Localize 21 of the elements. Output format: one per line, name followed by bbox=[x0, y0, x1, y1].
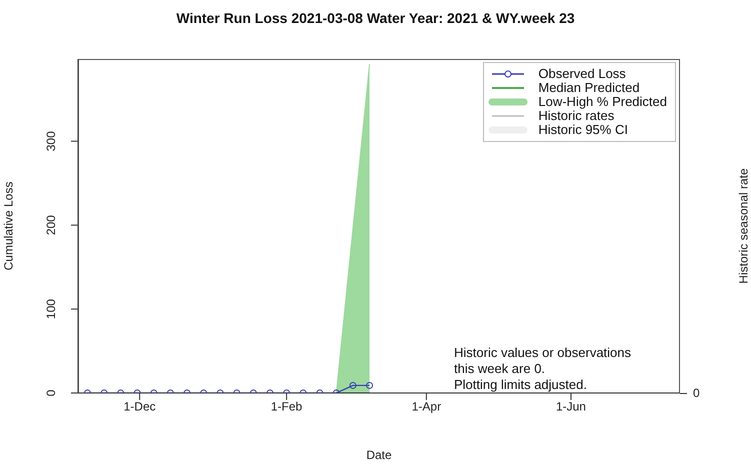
annotation: this week are 0. bbox=[454, 361, 546, 377]
legend-label: Median Predicted bbox=[538, 80, 640, 95]
y2-axis-title: Historic seasonal rate bbox=[736, 168, 750, 284]
legend-label: Historic rates bbox=[538, 108, 614, 123]
x-tick-label: 1-Jun bbox=[556, 400, 586, 414]
y-axis-title: Cumulative Loss bbox=[1, 182, 16, 270]
text: 0 bbox=[693, 386, 700, 400]
annotation: Historic values or observations bbox=[454, 345, 632, 361]
x-tick-label: 1-Apr bbox=[412, 400, 442, 414]
y-tick-label: 100 bbox=[44, 298, 58, 320]
y-tick-label: 200 bbox=[44, 214, 58, 236]
x-tick-label: 1-Dec bbox=[124, 400, 156, 414]
legend-label: Observed Loss bbox=[538, 66, 626, 81]
annotation: Plotting limits adjusted. bbox=[454, 377, 588, 393]
x-tick-label: 1-Feb bbox=[270, 400, 303, 414]
y-tick-label: 300 bbox=[44, 130, 58, 152]
x-axis-title: Date bbox=[366, 448, 392, 462]
chart-title: Winter Run Loss 2021-03-08 Water Year: 2021 & WY.week 23 bbox=[175, 10, 576, 26]
y-tick-label: 0 bbox=[44, 389, 58, 396]
legend-label: Low-High % Predicted bbox=[538, 94, 667, 109]
legend-label: Historic 95% CI bbox=[538, 122, 628, 137]
